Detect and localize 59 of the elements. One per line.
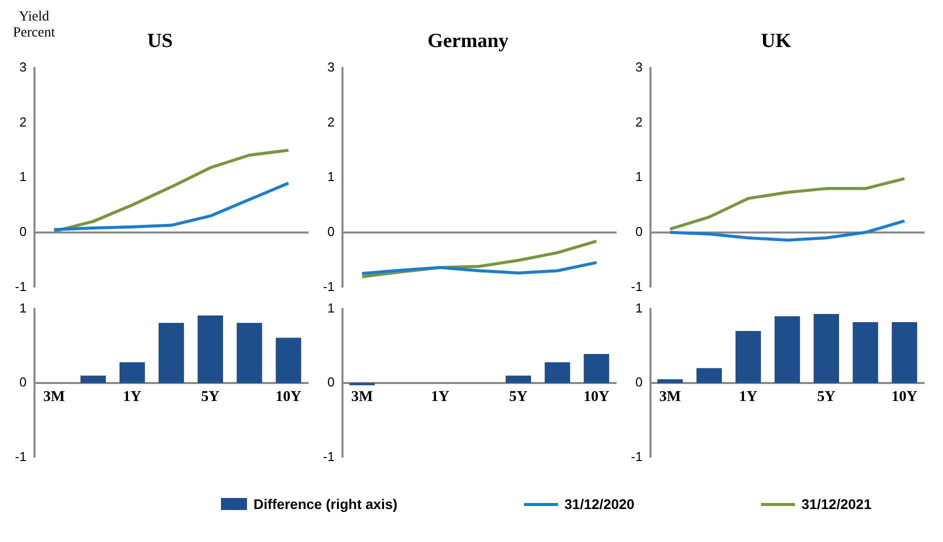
y-tick-label: 2 [635, 114, 643, 130]
x-tick-label: 5Y [201, 388, 220, 405]
y-tick-label: 1 [635, 300, 643, 316]
y-tick-label: 0 [19, 224, 27, 239]
y-tick-label: -1 [322, 278, 335, 294]
y-tick-label: -1 [14, 278, 27, 294]
bar [584, 354, 610, 383]
x-tick-label: 3M [43, 388, 65, 405]
x-tick-label: 1Y [739, 388, 758, 405]
y-tick-label: 1 [327, 169, 335, 184]
x-tick-label: 1Y [431, 388, 450, 405]
bar [506, 376, 532, 383]
y-tick-label: 3 [19, 60, 27, 75]
bar [80, 376, 106, 383]
x-tick-label: 1Y [123, 388, 142, 405]
bar [198, 315, 224, 383]
chart-title: US [147, 30, 173, 52]
x-tick-label: 5Y [817, 388, 836, 405]
bar [814, 314, 840, 383]
x-tick-label: 5Y [509, 388, 528, 405]
y-tick-label: 0 [635, 224, 643, 239]
y-tick-label: 3 [635, 60, 643, 75]
y-tick-label: -1 [630, 278, 643, 294]
chart-title: UK [761, 30, 792, 52]
x-tick-label: 10Y [584, 388, 610, 405]
y-tick-label: 2 [19, 114, 27, 130]
y-tick-label: 0 [19, 374, 27, 390]
legend-label: 31/12/2021 [801, 496, 872, 512]
y-tick-label: 1 [635, 169, 643, 184]
y-tick-label: 0 [327, 374, 335, 390]
x-tick-label: 3M [351, 388, 373, 405]
y-axis-title: Yield Percent [13, 10, 56, 41]
bar [736, 331, 761, 383]
bar [696, 368, 722, 383]
bar [892, 322, 918, 383]
x-tick-label: 10Y [892, 388, 918, 405]
bar [544, 362, 570, 383]
bar [657, 379, 683, 383]
y-tick-label: 0 [635, 374, 643, 390]
bar [852, 322, 878, 383]
bar [158, 322, 184, 383]
y-tick-label: 1 [19, 169, 27, 184]
legend-label: Difference (right axis) [253, 496, 398, 512]
y-tick-label: -1 [14, 448, 27, 464]
bar [120, 362, 145, 383]
bar [774, 316, 800, 383]
bar [236, 322, 262, 383]
y-tick-label: -1 [322, 448, 335, 464]
y-tick-label: 0 [327, 224, 335, 239]
y-tick-label: 1 [327, 300, 335, 316]
y-tick-label: -1 [630, 448, 643, 464]
x-tick-label: 3M [659, 388, 681, 405]
y-tick-label: 2 [327, 114, 335, 130]
chart-title: Germany [427, 30, 509, 52]
legend-label: 31/12/2020 [564, 496, 634, 512]
bar [276, 338, 302, 383]
x-tick-label: 10Y [276, 388, 302, 405]
y-tick-label: 1 [19, 300, 27, 316]
y-tick-label: 3 [327, 60, 335, 75]
